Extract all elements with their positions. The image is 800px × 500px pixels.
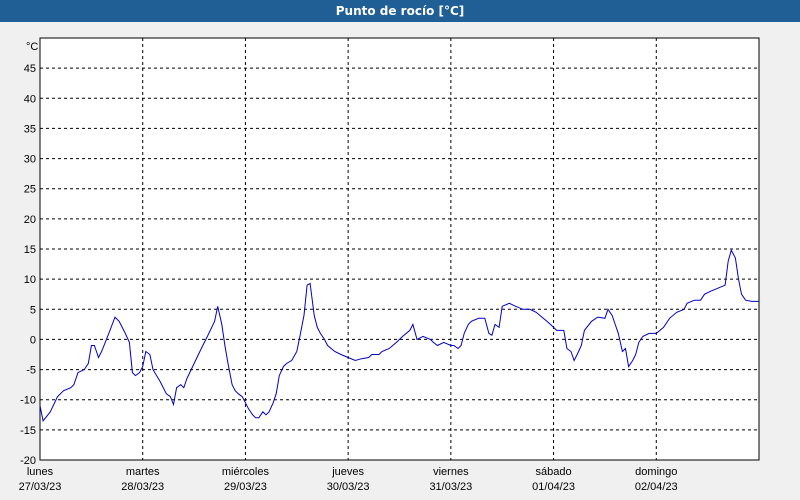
- y-tick-label: 25: [24, 184, 36, 196]
- y-tick-label: -15: [20, 425, 36, 437]
- grid-lines: [40, 38, 759, 460]
- plot-background: [39, 37, 760, 461]
- x-tick-date-label: 01/04/23: [532, 481, 575, 493]
- y-tick-label: 45: [24, 63, 36, 75]
- y-axis: -20 -15 -10 -5 0 5 10 15 20 25 30 35 40 45: [20, 63, 36, 467]
- x-tick-date-label: 31/03/23: [429, 481, 472, 493]
- x-tick-day-label: sábado: [536, 466, 572, 478]
- y-axis-unit-label: °C: [26, 41, 38, 53]
- y-tick-label: 5: [30, 304, 36, 316]
- x-tick-day-label: martes: [126, 466, 160, 478]
- x-tick-day-label: miércoles: [222, 466, 270, 478]
- x-tick-date-label: 28/03/23: [121, 481, 164, 493]
- y-tick-label: -10: [20, 395, 36, 407]
- x-tick-date-label: 27/03/23: [19, 481, 62, 493]
- y-tick-label: 20: [24, 214, 36, 226]
- x-tick-day-label: viernes: [433, 466, 469, 478]
- x-tick-date-label: 29/03/23: [224, 481, 267, 493]
- chart-area: -20 -15 -10 -5 0 5 10 15 20 25 30 35 40 45 lunes 27/03…: [19, 37, 760, 493]
- x-tick-day-label: domingo: [635, 466, 677, 478]
- x-tick-day-label: jueves: [331, 466, 364, 478]
- x-tick-date-label: 02/04/23: [635, 481, 678, 493]
- series-line: [39, 248, 759, 422]
- y-tick-label: 40: [24, 93, 36, 105]
- y-tick-label: -5: [26, 365, 36, 377]
- y-tick-label: 15: [24, 244, 36, 256]
- y-tick-label: 30: [24, 154, 36, 166]
- y-tick-label: 35: [24, 123, 36, 135]
- y-tick-label: 10: [24, 274, 36, 286]
- x-tick-day-label: lunes: [27, 466, 54, 478]
- x-tick-date-label: 30/03/23: [327, 481, 370, 493]
- y-tick-label: 0: [30, 334, 36, 346]
- x-axis: lunes 27/03/23 martes 28/03/23 miércoles 29/0…: [19, 466, 678, 493]
- y-tick-label: -20: [20, 455, 36, 467]
- chart-title: Punto de rocío [°C]: [0, 0, 800, 22]
